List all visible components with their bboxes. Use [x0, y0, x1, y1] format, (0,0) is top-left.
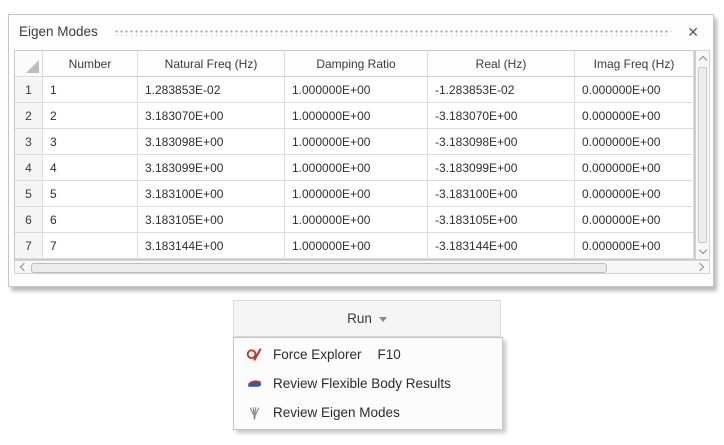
cell-number[interactable]: 1	[43, 77, 138, 103]
cell-damping-ratio[interactable]: 1.000000E+00	[285, 129, 428, 155]
col-header-damping-ratio[interactable]: Damping Ratio	[285, 51, 428, 77]
cell-damping-ratio[interactable]: 1.000000E+00	[285, 207, 428, 233]
cell-imag-freq[interactable]: 0.000000E+00	[575, 181, 694, 207]
cell-imag-freq[interactable]: 0.000000E+00	[575, 129, 694, 155]
cell-real[interactable]: -3.183098E+00	[428, 129, 575, 155]
menu-item-label: Force Explorer	[273, 347, 362, 362]
cell-imag-freq[interactable]: 0.000000E+00	[575, 155, 694, 181]
cell-real[interactable]: -1.283853E-02	[428, 77, 575, 103]
row-index[interactable]: 4	[15, 155, 43, 181]
run-button-label: Run	[347, 311, 372, 326]
eigen-modes-table: Number Natural Freq (Hz) Damping Ratio R…	[14, 50, 710, 274]
cell-imag-freq[interactable]: 0.000000E+00	[575, 233, 694, 259]
scroll-down-icon[interactable]	[698, 245, 707, 255]
close-icon[interactable]: ✕	[687, 23, 699, 40]
cell-natural-freq[interactable]: 1.283853E-02	[138, 77, 285, 103]
run-dropdown-button[interactable]: Run	[233, 300, 501, 337]
row-index[interactable]: 5	[15, 181, 43, 207]
run-dropdown-menu: Force Explorer F10 Review Flexible Body …	[233, 337, 503, 430]
caret-down-icon	[378, 317, 387, 322]
col-header-natural-freq[interactable]: Natural Freq (Hz)	[138, 51, 285, 77]
cell-natural-freq[interactable]: 3.183098E+00	[138, 129, 285, 155]
col-header-number[interactable]: Number	[43, 51, 138, 77]
vertical-scroll-thumb[interactable]	[698, 67, 707, 243]
horizontal-scrollbar[interactable]	[14, 260, 710, 274]
scroll-right-icon[interactable]	[695, 262, 705, 272]
scroll-left-icon[interactable]	[19, 262, 29, 272]
cell-natural-freq[interactable]: 3.183099E+00	[138, 155, 285, 181]
cell-natural-freq[interactable]: 3.183070E+00	[138, 103, 285, 129]
table-grid: Number Natural Freq (Hz) Damping Ratio R…	[14, 50, 695, 260]
eigen-modes-icon	[249, 407, 260, 420]
col-header-real[interactable]: Real (Hz)	[428, 51, 575, 77]
menu-item-label: Review Flexible Body Results	[273, 376, 451, 391]
row-index[interactable]: 6	[15, 207, 43, 233]
row-index[interactable]: 7	[15, 233, 43, 259]
flexible-body-icon	[248, 380, 262, 387]
cell-natural-freq[interactable]: 3.183100E+00	[138, 181, 285, 207]
cell-imag-freq[interactable]: 0.000000E+00	[575, 103, 694, 129]
corner-triangle-icon	[26, 60, 39, 73]
cell-natural-freq[interactable]: 3.183144E+00	[138, 233, 285, 259]
cell-damping-ratio[interactable]: 1.000000E+00	[285, 155, 428, 181]
cell-damping-ratio[interactable]: 1.000000E+00	[285, 181, 428, 207]
vertical-scrollbar[interactable]	[695, 50, 710, 260]
menu-item-force-explorer[interactable]: Force Explorer F10	[234, 340, 502, 369]
cell-natural-freq[interactable]: 3.183105E+00	[138, 207, 285, 233]
col-header-imag-freq[interactable]: Imag Freq (Hz)	[575, 51, 694, 77]
cell-imag-freq[interactable]: 0.000000E+00	[575, 77, 694, 103]
scroll-up-icon[interactable]	[698, 55, 707, 65]
cell-imag-freq[interactable]: 0.000000E+00	[575, 207, 694, 233]
force-explorer-icon	[246, 348, 262, 361]
panel-title: Eigen Modes	[19, 24, 98, 39]
cell-damping-ratio[interactable]: 1.000000E+00	[285, 103, 428, 129]
cell-number[interactable]: 7	[43, 233, 138, 259]
menu-item-shortcut: F10	[377, 347, 401, 362]
cell-real[interactable]: -3.183100E+00	[428, 181, 575, 207]
panel-header: Eigen Modes ✕	[9, 15, 713, 48]
menu-item-review-flexible-body-results[interactable]: Review Flexible Body Results	[234, 369, 502, 398]
select-all-corner[interactable]	[15, 51, 43, 77]
menu-item-label: Review Eigen Modes	[273, 405, 400, 420]
cell-real[interactable]: -3.183144E+00	[428, 233, 575, 259]
cell-number[interactable]: 3	[43, 129, 138, 155]
cell-real[interactable]: -3.183070E+00	[428, 103, 575, 129]
row-index[interactable]: 1	[15, 77, 43, 103]
cell-damping-ratio[interactable]: 1.000000E+00	[285, 233, 428, 259]
row-index[interactable]: 2	[15, 103, 43, 129]
menu-item-review-eigen-modes[interactable]: Review Eigen Modes	[234, 398, 502, 427]
horizontal-scroll-thumb[interactable]	[31, 262, 607, 273]
eigen-modes-panel: Eigen Modes ✕ Number Natural Freq (Hz) D…	[8, 14, 714, 287]
cell-real[interactable]: -3.183105E+00	[428, 207, 575, 233]
cell-number[interactable]: 4	[43, 155, 138, 181]
row-index[interactable]: 3	[15, 129, 43, 155]
cell-real[interactable]: -3.183099E+00	[428, 155, 575, 181]
cell-damping-ratio[interactable]: 1.000000E+00	[285, 77, 428, 103]
cell-number[interactable]: 6	[43, 207, 138, 233]
cell-number[interactable]: 2	[43, 103, 138, 129]
drag-handle[interactable]	[113, 27, 672, 36]
cell-number[interactable]: 5	[43, 181, 138, 207]
